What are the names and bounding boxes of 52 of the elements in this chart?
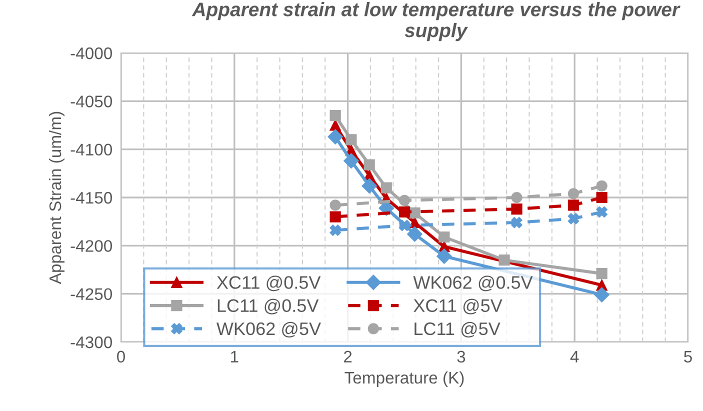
x-tick-label: 1 (231, 350, 238, 362)
legend-label: LC11 @5V (414, 322, 500, 338)
chart-title: Apparent strain at low temperature versus the power supply (192, 2, 680, 42)
point (398, 194, 410, 206)
point (438, 231, 450, 243)
point (330, 110, 341, 122)
point (511, 204, 522, 215)
point (568, 213, 580, 224)
point (596, 180, 608, 192)
legend-label: WK062 @0.5V (413, 276, 533, 292)
point (596, 206, 608, 218)
x-tick-label: 3 (457, 350, 466, 363)
x-axis-title: Temperature (K) (344, 371, 464, 387)
point (511, 192, 522, 204)
point (407, 226, 422, 242)
y-tick-label: -4300 (70, 336, 112, 348)
y-axis-title: Apparent Strain (um/m) (48, 112, 64, 284)
y-tick-label: -4000 (70, 47, 112, 60)
point (596, 192, 608, 204)
legend-label: XC11 @0.5V (216, 276, 321, 292)
point (596, 268, 608, 280)
y-tick-label: -4050 (70, 96, 112, 108)
point (330, 120, 341, 131)
point (330, 224, 341, 236)
point (330, 211, 341, 222)
point (364, 159, 375, 170)
point (362, 178, 377, 194)
y-tick-label: -4250 (70, 288, 112, 300)
y-tick-label: -4150 (70, 192, 112, 204)
point (346, 134, 357, 146)
point (568, 200, 580, 211)
x-tick-label: 2 (344, 350, 352, 362)
point (511, 216, 522, 228)
point (344, 153, 359, 168)
y-tick-label: -4200 (70, 240, 112, 252)
legend-label: WK062 @5V (216, 322, 321, 338)
point (436, 248, 452, 264)
x-tick-label: 5 (684, 350, 692, 363)
point (398, 220, 410, 231)
legend-label: LC11 @0.5V (218, 298, 319, 314)
x-tick-label: 0 (117, 350, 125, 363)
point (498, 254, 510, 266)
point (409, 207, 420, 218)
point (594, 287, 610, 302)
point (330, 200, 341, 211)
point (568, 188, 580, 200)
x-tick-label: 4 (570, 350, 579, 362)
legend-label: XC11 @5V (414, 298, 502, 314)
y-tick-label: -4100 (70, 144, 112, 156)
point (398, 206, 410, 218)
point (380, 182, 392, 194)
point (328, 129, 343, 144)
